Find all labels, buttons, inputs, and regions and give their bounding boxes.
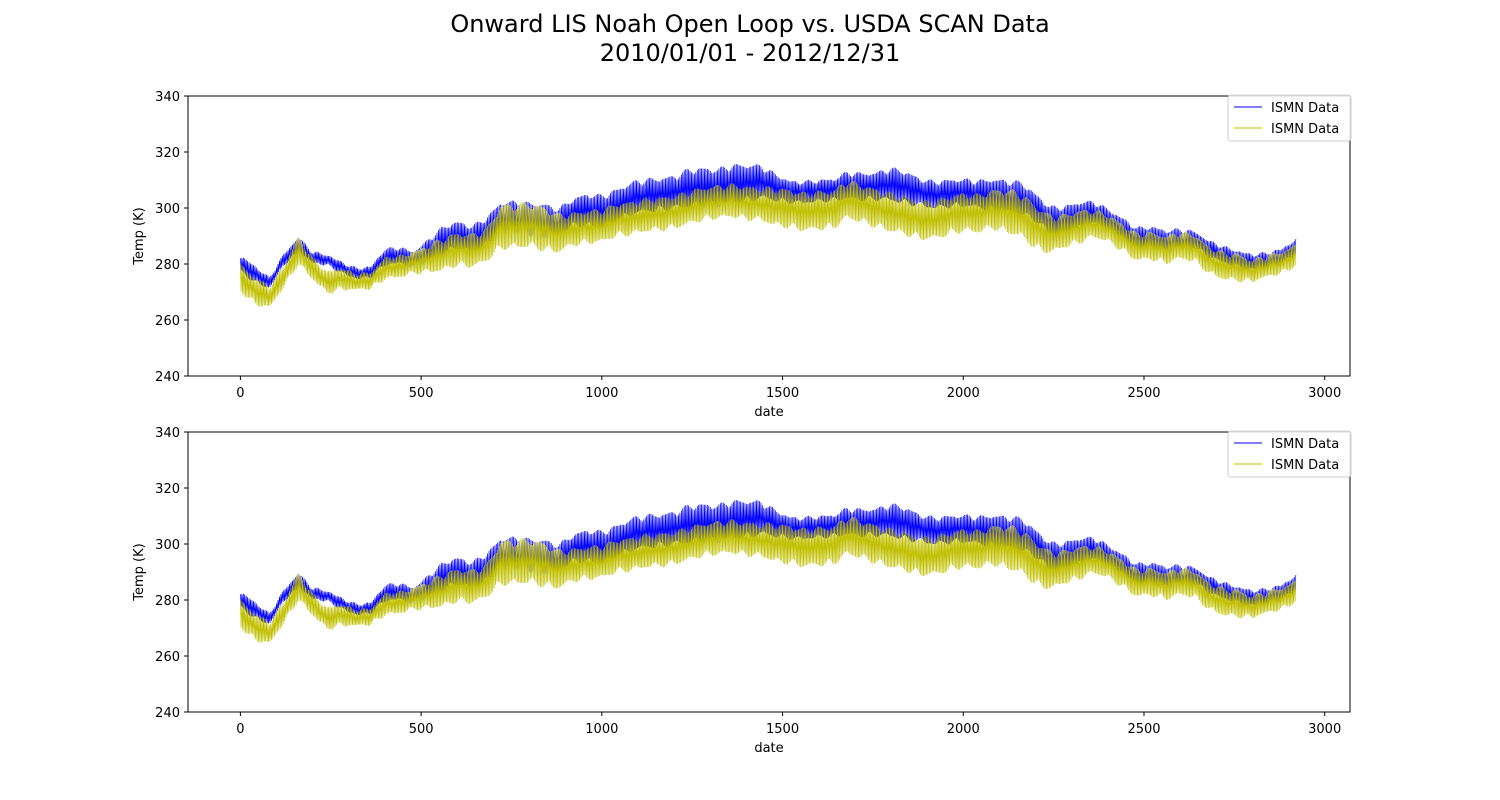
y-tick-label: 300 bbox=[155, 202, 180, 217]
legend-label: ISMN Data bbox=[1271, 458, 1339, 473]
legend-label: ISMN Data bbox=[1271, 437, 1339, 452]
x-tick-label: 2000 bbox=[947, 386, 980, 401]
y-tick-label: 260 bbox=[155, 650, 180, 665]
x-tick-label: 2500 bbox=[1127, 722, 1160, 737]
x-tick-label: 1500 bbox=[766, 722, 799, 737]
y-tick-label: 320 bbox=[155, 482, 180, 497]
y-axis-label: Temp (K) bbox=[132, 207, 147, 265]
title-line-1: Onward LIS Noah Open Loop vs. USDA SCAN … bbox=[450, 10, 1050, 38]
subplot-1: 0 500 1000 1500 2000 2500 3000 240 260 280 300 320 3… bbox=[132, 90, 1352, 420]
legend: ISMN Data ISMN Data bbox=[1227, 94, 1352, 142]
y-tick-label: 240 bbox=[155, 706, 180, 721]
legend-label: ISMN Data bbox=[1271, 122, 1339, 137]
y-tick-label: 260 bbox=[155, 314, 180, 329]
figure-title: Onward LIS Noah Open Loop vs. USDA SCAN … bbox=[0, 10, 1500, 68]
x-tick-label: 3000 bbox=[1308, 722, 1341, 737]
y-tick-label: 320 bbox=[155, 146, 180, 161]
x-tick-label: 2500 bbox=[1127, 386, 1160, 401]
x-tick-label: 500 bbox=[409, 722, 434, 737]
x-tick-label: 0 bbox=[236, 386, 244, 401]
y-tick-label: 300 bbox=[155, 538, 180, 553]
x-axis-label: date bbox=[754, 405, 783, 420]
plot-area bbox=[240, 164, 1297, 307]
x-tick-label: 500 bbox=[409, 386, 434, 401]
plot-frame bbox=[187, 95, 1351, 377]
legend: ISMN Data ISMN Data bbox=[1227, 430, 1352, 478]
y-tick-label: 340 bbox=[155, 90, 180, 105]
x-tick-label: 1000 bbox=[585, 722, 618, 737]
subplot-2: 0 500 1000 1500 2000 2500 3000 240 260 280 300 320 3… bbox=[132, 426, 1352, 756]
y-tick-label: 340 bbox=[155, 426, 180, 441]
y-tick-label: 280 bbox=[155, 594, 180, 609]
x-tick-label: 2000 bbox=[947, 722, 980, 737]
series-line-2 bbox=[240, 180, 1297, 307]
x-tick-label: 3000 bbox=[1308, 386, 1341, 401]
x-tick-label: 1000 bbox=[585, 386, 618, 401]
x-tick-label: 1500 bbox=[766, 386, 799, 401]
y-axis-label: Temp (K) bbox=[132, 543, 147, 601]
plot-frame bbox=[187, 431, 1351, 713]
x-tick-label: 0 bbox=[236, 722, 244, 737]
title-line-2: 2010/01/01 - 2012/12/31 bbox=[599, 39, 901, 67]
plot-area bbox=[240, 500, 1297, 643]
series-line-2 bbox=[240, 516, 1297, 643]
y-tick-label: 240 bbox=[155, 370, 180, 385]
x-axis-label: date bbox=[754, 741, 783, 756]
legend-label: ISMN Data bbox=[1271, 101, 1339, 116]
y-tick-label: 280 bbox=[155, 258, 180, 273]
